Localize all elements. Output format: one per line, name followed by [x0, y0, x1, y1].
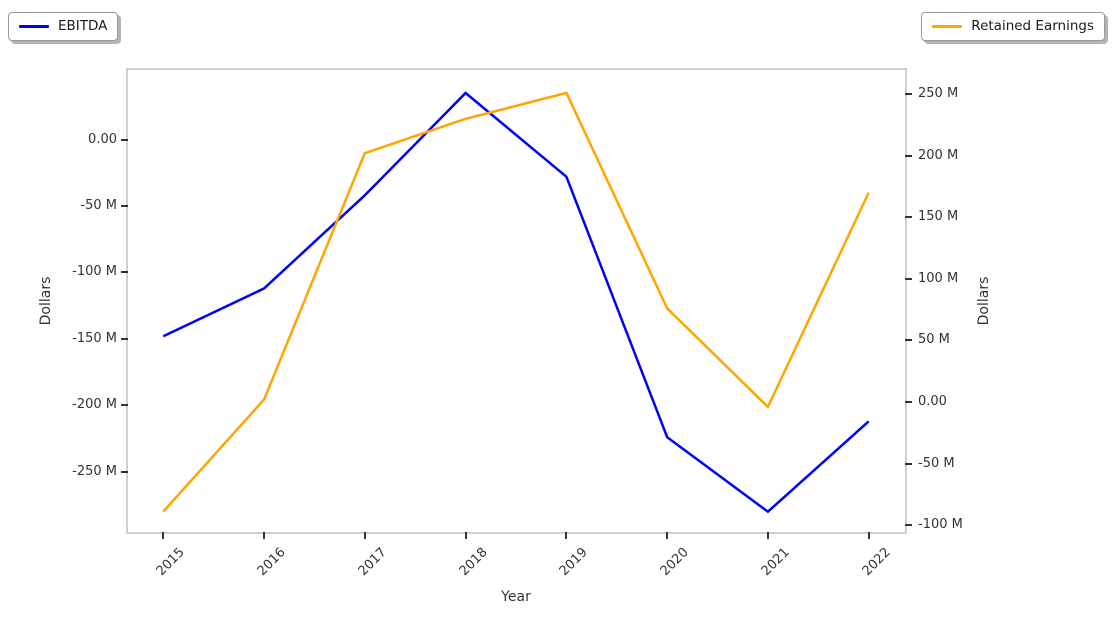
x-tick-mark — [363, 532, 366, 539]
left-tick-mark — [121, 138, 128, 141]
right-tick-mark — [905, 93, 912, 96]
legend-retained-earnings[interactable]: Retained Earnings — [921, 12, 1105, 41]
x-axis-title: Year — [501, 589, 531, 605]
x-tick-label: 2015 — [153, 545, 188, 580]
series-line-ebitda — [162, 91, 870, 514]
series-line-retained-earnings — [162, 91, 870, 513]
right-tick-label: 150 M — [918, 209, 959, 225]
left-tick-label: -200 M — [72, 397, 117, 413]
left-tick-mark — [121, 204, 128, 207]
ebitda-line-swatch — [19, 25, 49, 28]
x-tick-label: 2020 — [657, 545, 692, 580]
right-tick-label: 200 M — [918, 147, 959, 163]
left-tick-mark — [121, 470, 128, 473]
right-tick-label: -100 M — [918, 517, 963, 533]
right-tick-label: 50 M — [918, 332, 950, 348]
x-tick-mark — [867, 532, 870, 539]
right-tick-mark — [905, 400, 912, 403]
x-tick-mark — [162, 532, 165, 539]
right-tick-mark — [905, 462, 912, 465]
right-tick-label: 0.00 — [918, 393, 947, 409]
legend-retained-earnings-label: Retained Earnings — [971, 18, 1094, 34]
left-tick-label: -250 M — [72, 463, 117, 479]
left-tick-mark — [121, 404, 128, 407]
right-tick-mark — [905, 154, 912, 157]
x-tick-label: 2019 — [556, 545, 591, 580]
left-tick-mark — [121, 337, 128, 340]
left-axis-title: Dollars — [38, 276, 54, 326]
right-tick-label: -50 M — [918, 455, 955, 471]
legend-ebitda[interactable]: EBITDA — [8, 12, 119, 41]
x-tick-label: 2017 — [355, 545, 390, 580]
retained-earnings-line-swatch — [932, 25, 963, 28]
right-tick-mark — [905, 277, 912, 280]
x-tick-mark — [565, 532, 568, 539]
right-axis-title: Dollars — [976, 276, 992, 326]
legend-ebitda-label: EBITDA — [58, 18, 108, 34]
right-tick-mark — [905, 524, 912, 527]
x-tick-mark — [666, 532, 669, 539]
x-tick-label: 2021 — [758, 545, 793, 580]
chart-lines — [162, 91, 870, 514]
left-tick-label: -150 M — [72, 330, 117, 346]
right-tick-mark — [905, 339, 912, 342]
right-tick-label: 100 M — [918, 270, 959, 286]
right-tick-label: 250 M — [918, 86, 959, 102]
x-tick-mark — [766, 532, 769, 539]
x-tick-mark — [464, 532, 467, 539]
x-tick-label: 2022 — [859, 545, 894, 580]
left-tick-label: 0.00 — [88, 131, 117, 147]
x-tick-label: 2018 — [456, 545, 491, 580]
x-tick-label: 2016 — [254, 545, 289, 580]
left-tick-mark — [121, 271, 128, 274]
plot-area — [126, 68, 907, 534]
left-tick-label: -100 M — [72, 264, 117, 280]
left-tick-label: -50 M — [80, 197, 117, 213]
x-tick-mark — [263, 532, 266, 539]
right-tick-mark — [905, 216, 912, 219]
